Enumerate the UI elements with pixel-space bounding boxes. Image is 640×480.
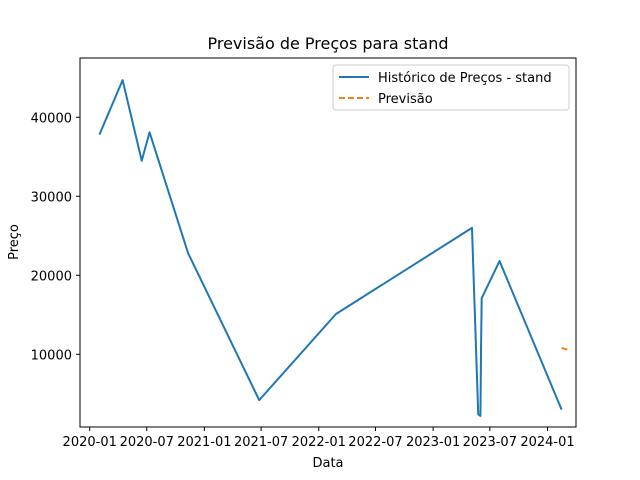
legend-label-historico: Histórico de Preços - stand xyxy=(378,71,552,86)
x-tick-label: 2020-07 xyxy=(120,435,174,450)
y-axis-ticks: 10000 20000 30000 40000 xyxy=(31,111,80,363)
y-tick-label: 30000 xyxy=(31,190,72,205)
y-tick-label: 10000 xyxy=(31,348,72,363)
legend: Histórico de Preços - stand Previsão xyxy=(332,64,570,111)
y-tick-label: 20000 xyxy=(31,269,72,284)
x-tick-label: 2023-07 xyxy=(463,435,517,450)
x-tick-label: 2021-01 xyxy=(177,435,231,450)
legend-label-previsao: Previsão xyxy=(378,92,433,107)
plot-frame xyxy=(79,57,577,428)
x-tick-label: 2024-01 xyxy=(520,435,574,450)
x-axis-ticks: 2020-01 2020-07 2021-01 2021-07 2022-01 2022-… xyxy=(63,427,575,450)
x-tick-label: 2021-07 xyxy=(234,435,288,450)
legend-box xyxy=(332,64,570,111)
x-tick-label: 2020-01 xyxy=(63,435,117,450)
plot-lines xyxy=(98,79,568,417)
x-tick-label: 2022-07 xyxy=(348,435,402,450)
chart-title: Previsão de Preços para stand xyxy=(207,34,448,53)
series-line-previsao xyxy=(561,347,568,351)
x-axis-label: Data xyxy=(312,456,343,471)
y-tick-label: 40000 xyxy=(31,111,72,126)
x-tick-label: 2023-01 xyxy=(406,435,460,450)
x-tick-label: 2022-01 xyxy=(292,435,346,450)
series-line-historico xyxy=(98,79,563,417)
y-axis-label: Preço xyxy=(7,224,22,260)
